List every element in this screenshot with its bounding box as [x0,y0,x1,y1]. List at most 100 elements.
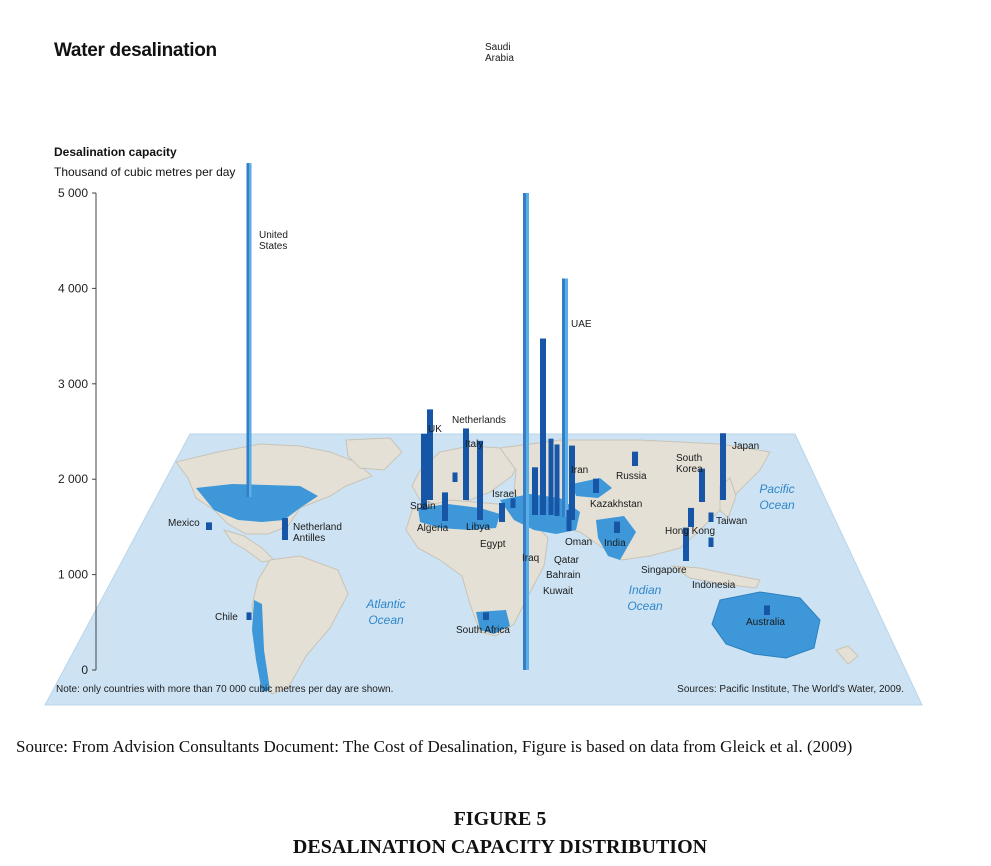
indonesia-land [670,565,761,589]
bar-mexico [206,522,212,530]
bar-label-taiwan: Taiwan [716,516,747,527]
bar-iran [569,445,575,520]
bar-netherlands [452,472,458,482]
bar-kazakhstan [593,478,599,493]
bar-netherland-antilles [282,518,288,540]
central-america-land [222,529,276,563]
y-tick-label: 2 000 [58,472,88,486]
bar-egypt [499,502,505,522]
y-tick-label: 3 000 [58,377,88,391]
bar-label-chile: Chile [215,612,238,623]
bar-label-uae: UAE [571,319,592,330]
bar-algeria [442,492,448,521]
bar-uk [427,409,433,500]
chart-source: Sources: Pacific Institute, The World's … [677,684,904,695]
bar-label-kazakhstan: Kazakhstan [590,499,642,510]
bar-south-korea [699,468,705,502]
chile-highlight [252,600,270,692]
bar-india [614,521,620,533]
bar-russia [632,451,638,466]
bar-libya [477,440,483,520]
pacific-ocean-label-line2: Ocean [759,498,795,512]
bar-label-libya: Libya [466,522,490,533]
bar-label-algeria: Algeria [417,523,449,534]
bar-label-egypt: Egypt [480,539,506,550]
bar-label-iran: Iran [571,465,588,476]
bar-label-saudi-arabia: Saudi [485,42,511,53]
bar-label-south-africa: South Africa [456,625,510,636]
bar-label-netherland-antilles: Antilles [293,533,325,544]
bar-label-indonesia: Indonesia [692,580,736,591]
indian-ocean-label-line2: Ocean [627,599,663,613]
bar-kuwait [540,338,546,515]
bar-label-netherlands: Netherlands [452,415,506,426]
bar-label-india: India [604,538,626,549]
bar-hong-kong [688,507,694,527]
atlantic-ocean-label-line2: Ocean [368,613,404,627]
bar-label-united-states: States [259,241,287,252]
bar-label-united-states: United [259,230,288,241]
bar-qatar [554,444,560,516]
bar-chile [246,612,252,620]
bar-label-singapore: Singapore [641,565,687,576]
bar-label-south-korea: Korea [676,464,703,475]
bar-label-italy: Italy [465,439,483,450]
bar-label-israel: Israel [492,489,516,500]
bar-iraq [532,467,538,515]
greenland-land [345,437,403,471]
bar-label-iraq: Iraq [522,553,539,564]
bar-italy [463,428,469,500]
bar-bahrain [548,438,554,515]
bars-group [206,163,770,670]
bar-label-japan: Japan [732,441,759,452]
y-axis-ticks: 0 1 000 2 000 3 000 4 000 5 000 [58,186,96,677]
bar-label-australia: Australia [746,617,785,628]
figure-number: FIGURE 5 [453,808,547,830]
bar-label-netherland-antilles: Netherland [293,522,342,533]
bar-israel [510,498,516,508]
bar-label-spain: Spain [410,501,436,512]
bar-label-south-korea: South [676,453,702,464]
indian-ocean-label-line1: Indian [629,583,662,597]
bar-shade-united-states [246,163,249,497]
bar-spain [421,433,427,510]
bar-singapore [683,527,689,561]
bar-label-qatar: Qatar [554,555,580,566]
bar-label-kuwait: Kuwait [543,586,573,597]
y-tick-label: 5 000 [58,186,88,200]
y-axis-label: Desalination capacity [54,145,177,159]
chart-note: Note: only countries with more than 70 0… [56,684,393,695]
south-america-land [251,555,349,695]
y-tick-label: 1 000 [58,568,88,582]
figure-title: DESALINATION CAPACITY DISTRIBUTION [292,836,708,858]
australia-land [711,591,821,659]
y-tick-label: 4 000 [58,281,88,295]
pacific-ocean-label-line1: Pacific [759,482,794,496]
bar-indonesia [708,537,714,547]
bar-shade-uae [562,278,565,517]
india-highlight [596,516,636,560]
bar-shade-saudi-arabia [523,193,526,670]
bar-south-africa [483,612,489,620]
usa-highlight [196,484,318,522]
bar-label-bahrain: Bahrain [546,570,580,581]
bar-oman [566,510,572,531]
chart-title: Water desalination [54,40,217,61]
new-zealand-land [835,645,859,665]
y-axis-unit: Thousand of cubic metres per day [54,165,236,179]
bar-australia [764,605,770,615]
bar-label-mexico: Mexico [168,518,200,529]
y-tick-label: 0 [81,663,88,677]
kazakhstan-highlight [572,478,612,498]
bar-label-hong-kong: Hong Kong [665,526,715,537]
bar-taiwan [708,512,714,522]
bar-japan [720,433,726,500]
bar-label-uk: UK [428,424,442,435]
source-caption: Source: From Advision Consultants Docume… [16,737,853,756]
bar-label-russia: Russia [616,471,647,482]
atlantic-ocean-label-line1: Atlantic [365,597,405,611]
bar-label-oman: Oman [565,537,592,548]
bar-label-saudi-arabia: Arabia [485,53,514,64]
